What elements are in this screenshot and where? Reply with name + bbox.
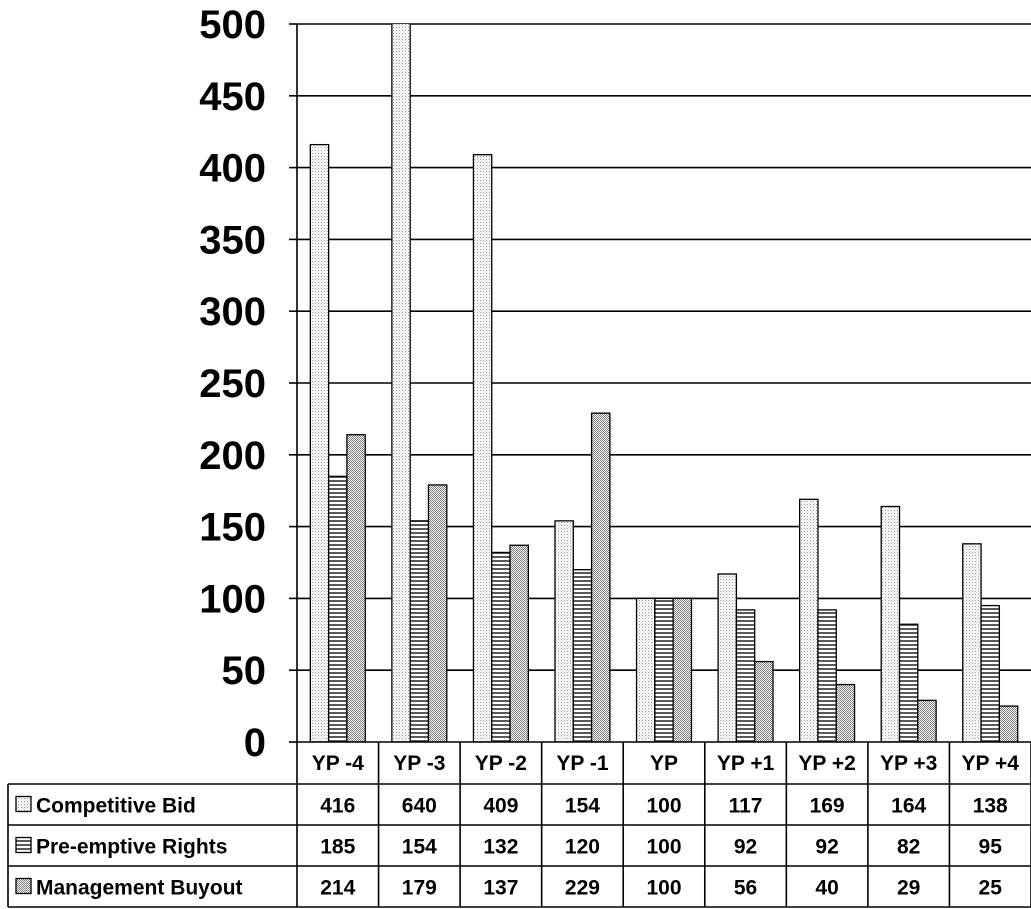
- table-cell: 92: [815, 836, 838, 859]
- table-cell: 29: [897, 877, 920, 900]
- table-cell: 100: [646, 877, 681, 900]
- table-cell: 409: [483, 795, 518, 818]
- bar: [735, 609, 756, 742]
- y-tick-label: 400: [199, 147, 266, 191]
- table-cell: 25: [979, 877, 1003, 900]
- x-tick-label: YP +1: [717, 752, 775, 775]
- table-cell: 229: [565, 877, 600, 900]
- x-tick-label: YP +2: [798, 752, 855, 775]
- bar: [654, 597, 674, 742]
- bar: [635, 597, 656, 742]
- bar: [590, 412, 611, 742]
- legend-swatch: [15, 795, 32, 813]
- bar: [509, 544, 529, 742]
- bar: [835, 683, 856, 742]
- legend-label: Pre-emptive Rights: [36, 836, 227, 859]
- table-cell: 132: [483, 836, 518, 859]
- bar: [346, 434, 366, 742]
- bars: [309, 24, 1019, 742]
- table-cell: 137: [483, 877, 518, 900]
- y-tick-label: 250: [199, 362, 266, 406]
- x-tick-label: YP -3: [393, 752, 445, 775]
- table-cell: 120: [565, 836, 600, 859]
- bar: [917, 699, 937, 742]
- bar: [717, 573, 738, 742]
- bar: [409, 520, 430, 742]
- table-cell: 95: [979, 836, 1003, 859]
- bar: [427, 484, 448, 742]
- bar: [998, 705, 1019, 742]
- x-tick-label: YP: [650, 752, 678, 775]
- legend-label: Management Buyout: [36, 877, 243, 900]
- table-cell: 416: [320, 795, 355, 818]
- x-tick-label: YP +3: [880, 752, 937, 775]
- bar: [472, 154, 493, 742]
- bar: [491, 551, 511, 742]
- y-tick-label: 50: [222, 649, 267, 693]
- x-tick-label: YP +4: [962, 752, 1020, 775]
- bar: [554, 520, 574, 742]
- table-cell: 92: [734, 836, 757, 859]
- y-tick-label: 350: [199, 218, 266, 262]
- table-cell: 56: [734, 877, 757, 900]
- table-cell: 185: [320, 836, 355, 859]
- bar: [754, 660, 774, 742]
- y-tick-label: 300: [199, 290, 266, 334]
- table-cell: 154: [402, 836, 437, 859]
- bar: [898, 623, 919, 742]
- data-table: YP -4 YP -3 YP -2 YP -1 YP YP +1 YP +2 YP +3 YP …: [7, 741, 1031, 908]
- y-tick-label: 150: [199, 506, 266, 550]
- table-cell: 179: [402, 877, 437, 900]
- table-cell: 214: [320, 877, 355, 900]
- legend-swatch: [15, 877, 32, 895]
- bar: [817, 609, 837, 742]
- bar: [799, 498, 819, 742]
- bar: [962, 543, 982, 742]
- table-cell: 164: [891, 795, 926, 818]
- x-tick-label: YP -1: [556, 752, 608, 775]
- table-cell: 82: [897, 836, 920, 859]
- table-cell: 100: [646, 836, 681, 859]
- table-cell: 169: [810, 795, 845, 818]
- table-cell: 640: [402, 795, 437, 818]
- bar: [572, 569, 593, 742]
- y-tick-label: 0: [244, 721, 266, 765]
- x-tick-label: YP -4: [312, 752, 364, 775]
- table-cell: 138: [973, 795, 1008, 818]
- bar: [980, 604, 1001, 742]
- y-tick-label: 500: [199, 3, 266, 47]
- bar: [309, 143, 330, 742]
- bar: [672, 597, 693, 742]
- y-tick-label: 200: [199, 434, 266, 478]
- y-tick-label: 450: [199, 75, 266, 119]
- table-cell: 40: [815, 877, 838, 900]
- y-tick-label: 100: [199, 577, 266, 621]
- bar: [327, 475, 348, 742]
- table-cell: 117: [729, 795, 763, 818]
- y-axis: 0 50 100 150 200 250 300 350 400 450 500: [199, 3, 298, 765]
- table-cell: 154: [565, 795, 600, 818]
- x-tick-label: YP -2: [475, 752, 527, 775]
- table-cell: 100: [646, 795, 681, 818]
- bar: [880, 505, 901, 742]
- legend-swatch: [15, 836, 32, 854]
- bar: [391, 24, 411, 742]
- legend-label: Competitive Bid: [36, 795, 196, 818]
